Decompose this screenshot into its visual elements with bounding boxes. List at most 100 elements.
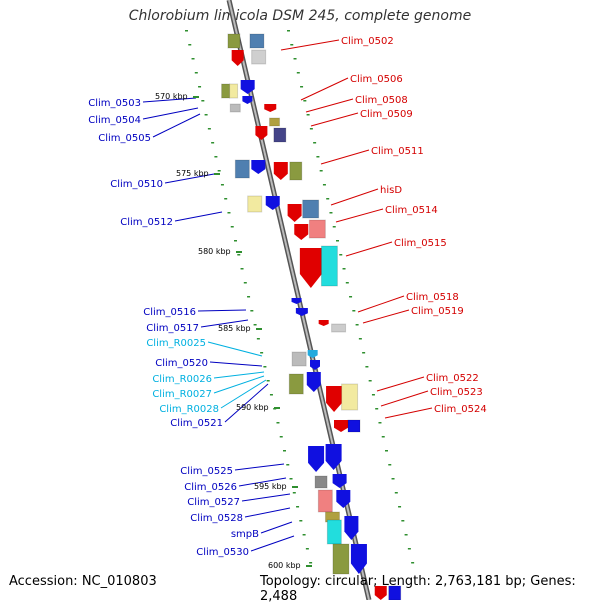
gene-block: [326, 519, 342, 545]
kbp-tick-mark: [214, 173, 220, 175]
ring-dot-right: [313, 142, 317, 144]
gene-label-reverse: Clim_0521: [170, 418, 223, 429]
ring-dot-left: [243, 282, 247, 284]
ring-dot-left: [266, 380, 270, 382]
gene-features: [221, 33, 402, 600]
ring-dot-left: [269, 394, 273, 396]
leader-line-reverse: [200, 319, 249, 328]
leader-line-rna: [213, 375, 265, 394]
gene-arrow: [307, 350, 318, 358]
leader-line-forward: [376, 376, 425, 392]
gene-label-rna: Clim_R0026: [152, 374, 212, 385]
ring-dot-left: [230, 226, 234, 228]
leader-line-reverse: [142, 107, 199, 120]
kbp-tick-label: 595 kbp: [254, 482, 287, 491]
ring-dot-right: [388, 464, 392, 466]
gene-block: [341, 383, 359, 411]
ring-dot-right: [368, 380, 372, 382]
ring-dot-left: [302, 534, 306, 536]
gene-arrow: [251, 160, 266, 174]
gene-label-forward: Clim_0506: [350, 74, 403, 85]
leader-line-forward: [357, 295, 405, 313]
ring-dot-right: [319, 170, 323, 172]
leader-line-forward: [320, 149, 370, 165]
ring-dot-left: [237, 254, 241, 256]
ring-dot-left: [240, 268, 244, 270]
gene-label-forward: Clim_0502: [341, 36, 394, 47]
gene-block: [288, 373, 304, 395]
leader-line-reverse: [250, 535, 295, 552]
kbp-tick-mark: [274, 407, 280, 409]
leader-line-reverse: [224, 383, 269, 423]
ring-dot-right: [381, 436, 385, 438]
ring-dot-right: [316, 156, 320, 158]
gene-label-reverse: Clim_0528: [190, 513, 243, 524]
leader-line-rna: [207, 341, 263, 357]
gene-block: [227, 33, 241, 49]
ring-dot-right: [365, 366, 369, 368]
ring-dot-left: [256, 338, 260, 340]
leader-line-reverse: [197, 309, 247, 312]
ring-dot-right: [300, 86, 304, 88]
ring-dot-right: [322, 184, 326, 186]
kbp-tick-mark: [256, 328, 262, 330]
gene-arrow: [265, 196, 280, 210]
ring-dot-right: [355, 324, 359, 326]
ring-dot-right: [329, 212, 333, 214]
leader-line-forward: [335, 208, 384, 223]
ring-dot-right: [287, 30, 290, 32]
ring-dot-right: [411, 562, 415, 564]
gene-arrow: [334, 420, 348, 432]
gene-block: [247, 195, 263, 213]
ring-dot-left: [279, 436, 283, 438]
gene-label-forward: Clim_0523: [430, 387, 483, 398]
gene-label-reverse: Clim_0503: [88, 98, 141, 109]
ring-dot-right: [398, 506, 402, 508]
kbp-tick-label: 600 kbp: [268, 561, 301, 570]
gene-block: [273, 127, 287, 143]
ring-dot-left: [299, 520, 303, 522]
gene-block: [314, 475, 328, 489]
ring-dot-left: [191, 58, 195, 60]
gene-label-forward: Clim_0508: [355, 95, 408, 106]
gene-arrow: [344, 516, 359, 540]
gene-label-reverse: Clim_0516: [143, 307, 196, 318]
gene-arrow: [291, 298, 302, 304]
ring-dot-left: [253, 324, 257, 326]
gene-label-forward: Clim_0524: [434, 404, 487, 415]
leader-line-rna: [213, 371, 265, 379]
leader-line-forward: [380, 390, 429, 407]
ring-dot-right: [358, 338, 362, 340]
gene-label-reverse: Clim_0526: [184, 482, 237, 493]
ring-dot-left: [220, 184, 224, 186]
gene-block: [331, 323, 347, 333]
leader-line-reverse: [142, 97, 197, 103]
ring-dot-right: [332, 226, 336, 228]
gene-block: [320, 245, 338, 287]
ring-dot-left: [214, 156, 218, 158]
ring-dot-left: [250, 310, 254, 312]
gene-labels: Clim_0502 Clim_0506 Clim_0508 Clim_0509 Clim…: [88, 36, 486, 558]
ring-dot-right: [290, 44, 294, 46]
gene-label-forward: Clim_0514: [385, 205, 438, 216]
gene-arrow: [294, 224, 309, 240]
gene-arrow: [231, 50, 244, 66]
ring-dot-right: [371, 394, 375, 396]
gene-block: [302, 199, 320, 219]
ring-dot-left: [217, 170, 221, 172]
ring-dot-left: [276, 422, 280, 424]
gene-arrow: [308, 446, 325, 472]
ring-dot-left: [296, 506, 300, 508]
ring-dot-left: [234, 240, 237, 242]
ring-dot-right: [349, 296, 353, 298]
kbp-tick-label: 585 kbp: [218, 324, 251, 333]
leader-line-forward: [310, 112, 359, 127]
gene-arrow: [299, 248, 322, 288]
gene-arrow: [350, 544, 367, 574]
gene-label-rna: Clim_R0028: [159, 404, 219, 415]
ring-dot-left: [188, 44, 192, 46]
gene-arrow: [273, 162, 288, 180]
ring-dot-right: [375, 408, 379, 410]
leader-line-forward: [330, 188, 379, 206]
leader-line-reverse: [260, 521, 293, 534]
